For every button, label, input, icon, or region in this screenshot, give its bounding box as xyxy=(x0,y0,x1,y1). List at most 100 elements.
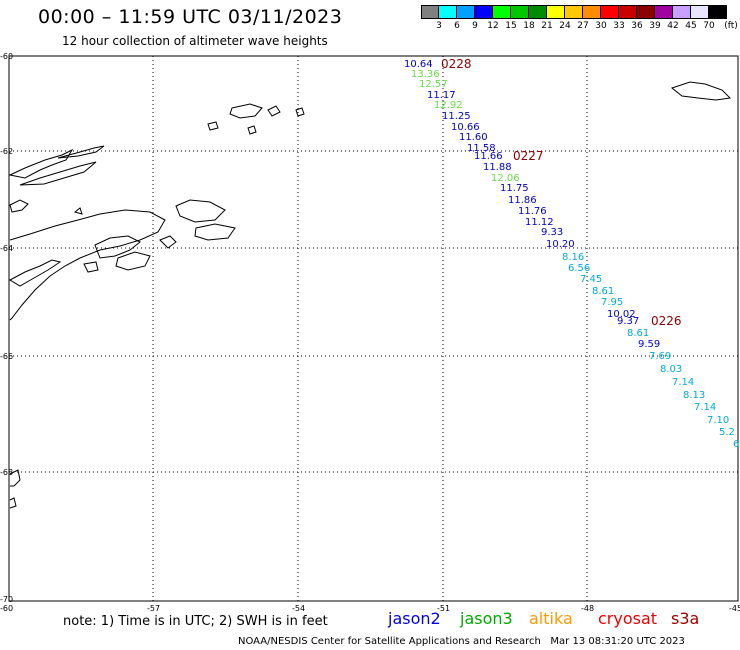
legend-swatch xyxy=(709,5,727,19)
wave-height-value: 11.58 xyxy=(467,143,496,154)
legend-tick-label: 70 xyxy=(703,21,715,31)
satellite-legend-cryosat: cryosat xyxy=(598,609,658,628)
wave-height-value: 6.56 xyxy=(568,263,590,274)
latitude-label: -66 xyxy=(0,352,13,361)
longitude-label: -45 xyxy=(729,604,740,613)
wave-height-value: 8.61 xyxy=(627,328,649,339)
footer-note: note: 1) Time is in UTC; 2) SWH is in fe… xyxy=(63,614,328,629)
legend-tick-label: 21 xyxy=(541,21,553,31)
wave-height-value: 7.10 xyxy=(707,415,729,426)
wave-height-value: 7.45 xyxy=(580,274,602,285)
pass-time-label: 0226 xyxy=(651,314,682,328)
wave-height-legend: 3 6 9 12 15 18 21 24 27 30 33 36 39 42 45 70 (ft) xyxy=(421,5,738,33)
legend-tick-label: 24 xyxy=(559,21,571,31)
legend-swatch xyxy=(475,5,493,19)
legend-swatch xyxy=(565,5,583,19)
satellite-legend-s3a: s3a xyxy=(671,609,700,628)
pass-labels: 0228 0227 0226 xyxy=(441,57,682,328)
latitude-label: -70 xyxy=(0,595,13,604)
wave-height-value: 9.33 xyxy=(541,227,563,238)
wave-height-value: 7.95 xyxy=(601,297,623,308)
legend-swatch xyxy=(547,5,565,19)
legend-tick-label: 39 xyxy=(649,21,661,31)
wave-height-value: 8.13 xyxy=(683,390,705,401)
map-title: 00:00 – 11:59 UTC 03/11/2023 xyxy=(38,6,343,28)
wave-height-value: 11.12 xyxy=(525,217,554,228)
wave-height-value: 6 xyxy=(733,439,739,450)
wave-height-value: 11.66 xyxy=(474,151,503,162)
legend-swatches xyxy=(421,5,727,19)
legend-swatch xyxy=(637,5,655,19)
longitude-label: -54 xyxy=(292,604,305,613)
legend-tick-label: 42 xyxy=(667,21,679,31)
legend-swatch xyxy=(529,5,547,19)
wave-height-value: 11.86 xyxy=(508,195,537,206)
legend-tick-label: 15 xyxy=(505,21,517,31)
wave-height-value: 8.03 xyxy=(660,364,682,375)
legend-swatch xyxy=(421,5,439,19)
wave-height-value: 10.64 xyxy=(404,59,433,70)
legend-tick-label: 6 xyxy=(454,21,460,31)
wave-height-value: 10.20 xyxy=(546,239,575,250)
legend-tick-label: 45 xyxy=(685,21,697,31)
wave-height-value: 13.36 xyxy=(411,69,440,80)
latitude-label: -68 xyxy=(0,468,13,477)
legend-tick-label: 12 xyxy=(487,21,499,31)
map-subtitle: 12 hour collection of altimeter wave hei… xyxy=(62,34,328,48)
longitude-label: -48 xyxy=(581,604,594,613)
pass-time-label: 0228 xyxy=(441,57,472,71)
wave-height-value: 5.2 xyxy=(719,427,735,438)
wave-height-value: 10.02 xyxy=(607,309,636,320)
satellite-legend-jason3: jason3 xyxy=(460,609,513,628)
legend-swatch xyxy=(673,5,691,19)
credit-line: NOAA/NESDIS Center for Satellite Applica… xyxy=(238,636,685,647)
wave-height-value: 9.59 xyxy=(638,339,660,350)
wave-height-value: 7.69 xyxy=(649,351,671,362)
wave-height-value: 12.57 xyxy=(419,79,448,90)
satellite-legend-jason2: jason2 xyxy=(388,609,441,628)
wave-height-value: 11.25 xyxy=(442,111,471,122)
credit-text: NOAA/NESDIS Center for Satellite Applica… xyxy=(238,636,541,647)
latitude-label: -60 xyxy=(0,52,13,61)
map-frame xyxy=(8,55,739,602)
wave-height-value: 8.16 xyxy=(562,252,584,263)
legend-swatch xyxy=(457,5,475,19)
legend-labels: 3 6 9 12 15 18 21 24 27 30 33 36 39 42 45 70 (ft) xyxy=(421,19,738,33)
legend-swatch xyxy=(691,5,709,19)
generated-timestamp: Mar 13 08:31:20 UTC 2023 xyxy=(550,636,685,647)
legend-tick-label: 36 xyxy=(631,21,643,31)
wave-height-value: 7.14 xyxy=(694,402,716,413)
legend-tick-label: 9 xyxy=(472,21,478,31)
wave-height-value: 10.66 xyxy=(451,122,480,133)
longitude-label: -51 xyxy=(437,604,450,613)
legend-tick-label: 27 xyxy=(577,21,589,31)
legend-swatch xyxy=(511,5,529,19)
wave-height-value: 12.06 xyxy=(491,173,520,184)
wave-height-value: 11.17 xyxy=(427,90,456,101)
legend-tick-label: 18 xyxy=(523,21,535,31)
satellite-legend-altika: altika xyxy=(529,609,573,628)
wave-height-value: 8.61 xyxy=(592,286,614,297)
wave-height-value: 11.76 xyxy=(518,206,547,217)
legend-tick-label: 3 xyxy=(436,21,442,31)
wave-height-value: 12.92 xyxy=(434,100,463,111)
legend-tick-label: 33 xyxy=(613,21,625,31)
legend-tick-label: 30 xyxy=(595,21,607,31)
wave-height-value: 11.60 xyxy=(459,132,488,143)
legend-swatch xyxy=(493,5,511,19)
wave-height-value: 9.37 xyxy=(617,316,639,327)
wave-height-value: 11.75 xyxy=(500,183,529,194)
longitude-label: -60 xyxy=(0,604,13,613)
latitude-label: -62 xyxy=(0,147,13,156)
legend-swatch xyxy=(655,5,673,19)
legend-swatch xyxy=(439,5,457,19)
wave-height-value: 7.14 xyxy=(672,377,694,388)
altimeter-track: 10.6413.3612.5711.1712.9211.2510.6611.60… xyxy=(404,59,739,450)
wave-height-value: 11.88 xyxy=(483,162,512,173)
latitude-label: -64 xyxy=(0,244,13,253)
graticule: -60-62-64-66-68-70-60 -57 -54 -51 -48 -45 xyxy=(0,52,740,613)
longitude-label: -57 xyxy=(147,604,160,613)
legend-swatch xyxy=(583,5,601,19)
legend-swatch xyxy=(619,5,637,19)
coastline xyxy=(8,81,732,509)
